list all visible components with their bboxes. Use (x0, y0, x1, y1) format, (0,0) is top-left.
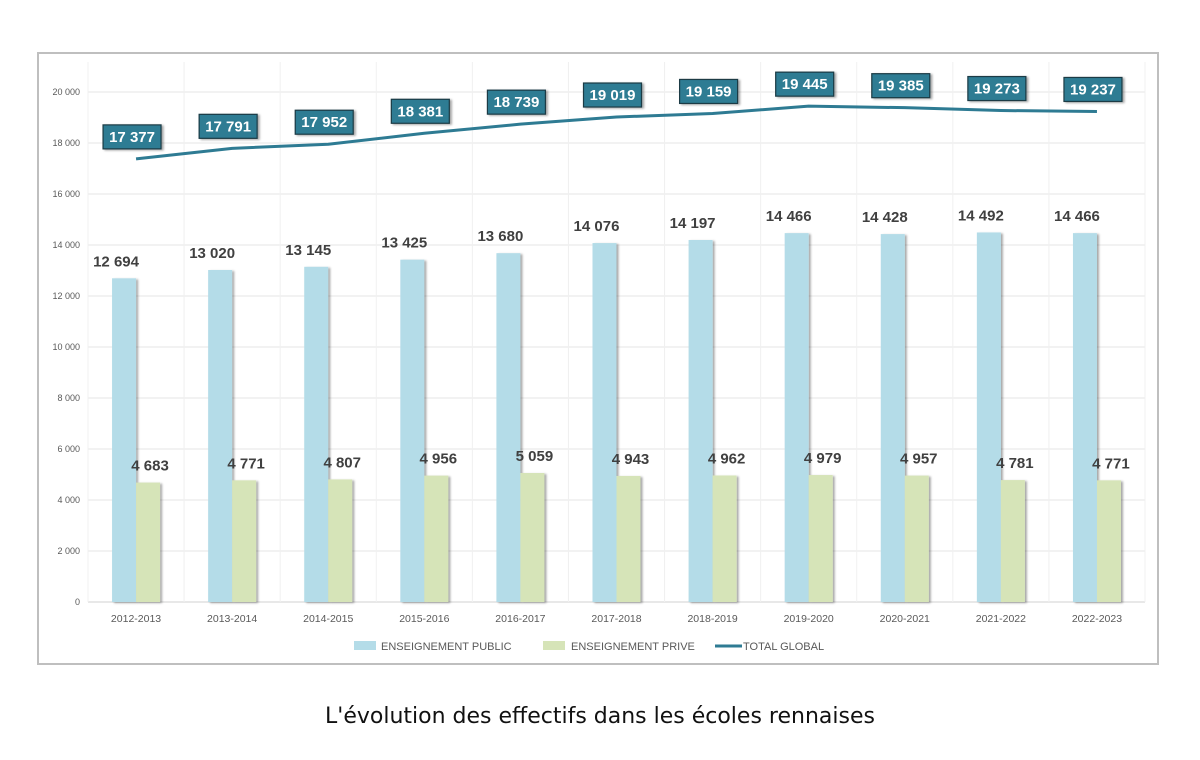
chart: 0 2 000 4 000 6 000 8 000 10 000 12 000 14 000 1… (52, 62, 1146, 653)
data-label-total: 19 445 (782, 76, 828, 93)
data-label-public: 13 680 (477, 228, 523, 245)
data-label-box-total (486, 89, 547, 115)
y-tick-label: 10 000 (52, 342, 80, 352)
y-tick-label: 20 000 (52, 87, 80, 97)
data-label-private: 4 807 (323, 454, 361, 471)
bar-public (400, 259, 425, 602)
y-tick-label: 6 000 (57, 444, 80, 454)
x-tick-label: 2020-2021 (880, 613, 930, 625)
y-tick-label: 12 000 (52, 291, 80, 301)
bar-private (712, 475, 737, 602)
bar-private (904, 475, 929, 602)
data-label-public: 14 492 (958, 207, 1004, 224)
data-label-total: 18 381 (397, 103, 443, 120)
data-label-total: 19 385 (878, 78, 924, 95)
bar-public (784, 233, 809, 602)
data-label-public: 13 145 (285, 242, 331, 259)
x-tick-label: 2014-2015 (303, 613, 353, 625)
bar-public (112, 278, 137, 602)
data-label-public: 14 428 (862, 209, 908, 226)
y-tick-label: 14 000 (52, 240, 80, 250)
legend-label-total: TOTAL GLOBAL (743, 641, 824, 653)
bar-private (520, 472, 545, 602)
bar-public (592, 243, 617, 602)
data-label-total: 17 377 (109, 129, 155, 146)
bar-public (1072, 233, 1097, 602)
bar-private (136, 482, 161, 602)
data-label-public: 13 020 (189, 245, 235, 262)
bar-public (688, 239, 713, 602)
y-tick-label: 2 000 (57, 546, 80, 556)
legend-label-public: ENSEIGNEMENT PUBLIC (381, 641, 512, 653)
data-label-total: 19 237 (1070, 81, 1116, 98)
data-label-box-total (1063, 76, 1123, 103)
legend-label-private: ENSEIGNEMENT PRIVE (571, 641, 695, 653)
x-tick-label: 2021-2022 (976, 613, 1026, 625)
data-label-box-total (775, 71, 835, 97)
data-label-public: 13 425 (381, 235, 427, 252)
x-tick-label: 2018-2019 (687, 613, 737, 625)
data-label-public: 14 076 (574, 218, 620, 235)
data-label-private: 4 962 (708, 450, 746, 467)
x-tick-label: 2017-2018 (591, 613, 641, 625)
data-label-total: 17 791 (205, 118, 251, 135)
bar-private (616, 475, 641, 602)
x-tick-label: 2012-2013 (111, 613, 161, 625)
x-tick-label: 2022-2023 (1072, 613, 1122, 625)
data-label-private: 4 771 (1092, 455, 1130, 472)
data-label-box-total (390, 98, 450, 124)
bar-public (976, 232, 1001, 603)
data-label-private: 4 957 (900, 451, 938, 468)
data-label-private: 4 943 (612, 451, 650, 468)
data-label-box-total (198, 113, 258, 139)
x-tick-label: 2013-2014 (207, 613, 257, 625)
data-label-box-total (678, 78, 739, 105)
data-label-private: 4 683 (131, 458, 169, 475)
bar-private (232, 480, 257, 602)
bar-public (880, 234, 905, 602)
bar-private (808, 475, 833, 602)
data-label-public: 12 694 (93, 253, 140, 270)
data-label-private: 4 781 (996, 455, 1034, 472)
y-tick-label: 16 000 (52, 189, 80, 199)
y-tick-label: 18 000 (52, 138, 80, 148)
line-total (135, 104, 1097, 161)
data-label-private: 4 771 (227, 455, 265, 472)
data-label-public: 14 197 (670, 215, 716, 232)
bar-private (328, 479, 353, 602)
bar-private (1096, 480, 1121, 602)
bar-public (496, 253, 521, 602)
data-label-total: 17 952 (301, 114, 347, 131)
bar-private (424, 475, 449, 602)
data-label-public: 14 466 (1054, 208, 1100, 225)
bar-private (1000, 480, 1025, 602)
bar-public (208, 269, 233, 602)
y-tick-label: 0 (75, 597, 80, 607)
legend-swatch-private (543, 641, 565, 650)
data-label-box-total (582, 82, 643, 108)
data-label-total: 19 159 (686, 83, 732, 100)
legend-swatch-public (354, 641, 376, 650)
bar-public (304, 266, 329, 602)
data-label-total: 19 019 (590, 87, 636, 104)
data-label-private: 4 979 (804, 450, 842, 467)
y-tick-label: 8 000 (57, 393, 80, 403)
data-label-box-total (294, 109, 354, 135)
data-label-private: 4 956 (420, 451, 458, 468)
data-label-total: 18 739 (493, 94, 539, 111)
chart-caption: L'évolution des effectifs dans les école… (325, 704, 875, 729)
data-label-box-total (871, 73, 931, 99)
x-tick-label: 2015-2016 (399, 613, 449, 625)
x-tick-label: 2019-2020 (784, 613, 834, 625)
data-label-box-total (102, 124, 162, 150)
y-tick-label: 4 000 (57, 495, 80, 505)
x-tick-label: 2016-2017 (495, 613, 545, 625)
data-label-public: 14 466 (766, 208, 812, 225)
data-label-total: 19 273 (974, 81, 1020, 98)
data-label-box-total (967, 75, 1027, 102)
data-label-private: 5 059 (516, 448, 554, 465)
